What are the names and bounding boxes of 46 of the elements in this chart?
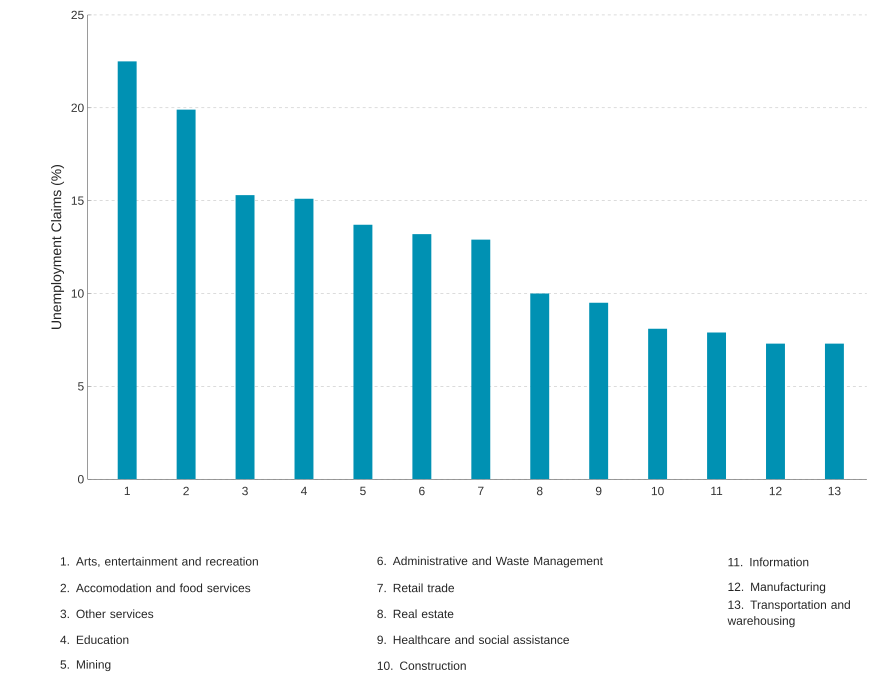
bar [648,329,668,480]
text: 4. Education [60,636,128,644]
bar [707,332,726,480]
text: 9. Healthcare and social assistance [377,636,569,644]
bar [824,344,844,480]
bar [236,195,255,480]
x-tick-label: 8 [536,486,543,496]
bar [766,344,785,480]
text: 7. Retail trade [377,584,454,592]
x-tick-label: 12 [770,486,782,496]
x-tick-label: 10 [652,486,664,496]
bar [176,110,196,480]
y-tick-label: 20 [71,104,84,112]
text: 8. Real estate [377,610,454,618]
bar [530,294,550,480]
x-tick-label: 7 [478,486,484,496]
x-tick-label: 2 [183,486,189,496]
x-tick-label: 13 [828,486,841,496]
y-axis-title: Unemployment Claims (%) [51,165,64,330]
x-tick-label: 4 [300,486,307,496]
x-tick-label: 9 [596,486,602,496]
x-tick-label: 3 [242,486,248,496]
text: 6. Administrative and Waste Management [377,556,603,568]
y-tick-label: 15 [72,196,84,206]
text: 2. Accomodation and food services [60,584,250,592]
text: 12. Manufacturing [728,582,826,594]
text: 3. Other services [60,610,154,618]
bar [294,199,314,480]
y-tick-label: 10 [72,290,84,298]
y-tick-label: 25 [71,10,84,20]
x-tick-label: 6 [419,486,425,496]
text: 1. Arts, entertainment and recreation [60,557,258,568]
bar [589,303,608,480]
text: 5. Mining [60,660,110,672]
bar [471,240,490,480]
y-tick-label: 5 [78,382,84,391]
text: 11. Information [728,558,808,567]
bar [353,225,372,480]
x-tick-label: 5 [360,486,366,496]
bar [412,234,432,480]
bar [118,62,137,480]
x-tick-label: 1 [124,486,130,496]
text: 13. Transportation and warehousing [728,600,850,628]
text: 10. Construction [378,661,466,670]
x-tick-label: 11 [711,486,722,496]
y-tick-label: 0 [78,475,84,484]
